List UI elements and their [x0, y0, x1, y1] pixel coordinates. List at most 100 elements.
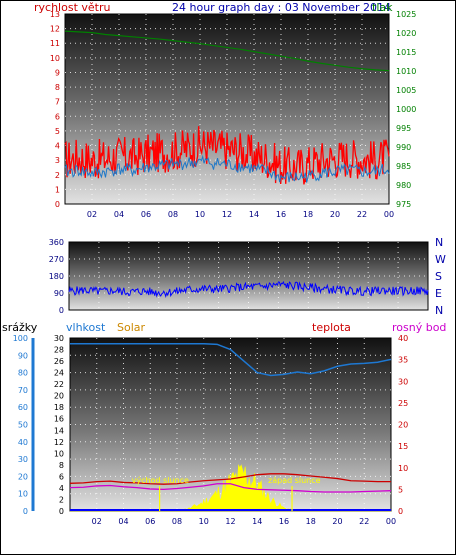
- pressure-tick-label: 990: [396, 143, 411, 152]
- temperature-tick-label: 20: [398, 421, 408, 430]
- x-tick-label: 20: [332, 517, 342, 526]
- temperature-tick-label: 35: [398, 356, 408, 365]
- humidity-tick-label: 28: [54, 346, 64, 355]
- temperature-axis-ticks: 0 5 10 15 20 25 30 35 40: [398, 334, 408, 516]
- rain-tick-label: 40: [18, 438, 28, 447]
- x-tick-label: 12: [222, 210, 232, 219]
- humidity-tick-label: 8: [59, 461, 64, 470]
- pressure-axis-ticks: 975 980 985 990 995 1000 1005 1010 1015 1020 1025: [396, 10, 416, 209]
- humidity-tick-label: 30: [54, 334, 64, 343]
- compass-tick-label: N: [435, 236, 443, 249]
- wind-speed-tick-label: 3: [55, 156, 60, 165]
- wind-direction-plot-area: [68, 241, 429, 311]
- x-tick-label: 08: [168, 210, 178, 219]
- wind-speed-tick-label: 11: [50, 39, 60, 48]
- humidity-line: [70, 343, 392, 377]
- x-tick-label: 00: [384, 210, 394, 219]
- rain-tick-label: 10: [18, 490, 28, 499]
- x-tick-label: 22: [357, 210, 367, 219]
- humidity-tick-label: 10: [54, 449, 64, 458]
- humidity-tick-label: 20: [54, 392, 64, 401]
- x-tick-label: 12: [225, 517, 235, 526]
- wind-speed-tick-label: 6: [55, 112, 60, 121]
- wind-speed-tick-label: 1: [55, 185, 60, 194]
- wind-speed-tick-label: 0: [55, 200, 60, 209]
- rain-humidity-series: [69, 343, 392, 512]
- sun-event-label: východ slunce: [132, 476, 189, 485]
- pressure-line: [64, 30, 390, 72]
- wind-speed-tick-label: 4: [55, 142, 60, 151]
- pressure-tick-label: 1025: [396, 10, 416, 19]
- pressure-tick-label: 1020: [396, 29, 416, 38]
- sun-annotations: východ slunce západ slunce: [132, 476, 321, 511]
- x-tick-label: 02: [92, 517, 102, 526]
- rain-tick-label: 100: [13, 334, 28, 343]
- humidity-tick-label: 14: [54, 426, 64, 435]
- pressure-tick-label: 1005: [396, 86, 416, 95]
- wind-speed-tick-label: 13: [50, 10, 60, 19]
- chart-title: 24 hour graph day : 03 November 2014: [172, 1, 391, 14]
- x-tick-label: 04: [118, 517, 128, 526]
- direction-degree-tick: 0: [59, 306, 64, 315]
- compass-tick-label: W: [435, 253, 446, 266]
- x-tick-label: 04: [114, 210, 124, 219]
- direction-degree-tick: 270: [49, 255, 64, 264]
- humidity-tick-label: 12: [54, 438, 64, 447]
- dew-point-line: [69, 483, 392, 493]
- temperature-line: [69, 473, 391, 485]
- direction-degree-tick: 90: [54, 289, 64, 298]
- solar-label: Solar: [117, 321, 146, 334]
- pressure-tick-label: 1010: [396, 67, 416, 76]
- rain-axis-ticks: 0 10 20 30 40 50 60 70 80 90 100: [13, 334, 35, 516]
- humidity-tick-label: 18: [54, 403, 64, 412]
- pressure-tick-label: 985: [396, 162, 411, 171]
- wind-pressure-panel: rychlost větru 24 hour graph day : 03 No…: [34, 1, 416, 219]
- humidity-tick-label: 26: [54, 357, 64, 366]
- pressure-axis-title: tlak: [372, 1, 393, 14]
- wind-direction-degree-ticks: 0 90 180 270 360: [49, 238, 64, 315]
- sun-event-label: západ slunce: [268, 476, 321, 485]
- dew-point-label: rosný bod: [392, 321, 446, 334]
- pressure-tick-label: 975: [396, 200, 411, 209]
- rain-humidity-temp-panel: srážky vlhkost Solar teplota rosný bod 0…: [2, 321, 446, 526]
- humidity-tick-label: 22: [54, 380, 64, 389]
- humidity-tick-label: 16: [54, 415, 64, 424]
- x-tick-label: 22: [359, 517, 369, 526]
- pressure-tick-label: 995: [396, 124, 411, 133]
- temperature-tick-label: 10: [398, 464, 408, 473]
- x-tick-label: 16: [279, 517, 289, 526]
- pressure-tick-label: 1015: [396, 48, 416, 57]
- x-tick-label: 14: [252, 517, 262, 526]
- temperature-tick-label: 40: [398, 334, 408, 343]
- humidity-tick-label: 6: [59, 472, 64, 481]
- rain-tick-label: 30: [18, 455, 28, 464]
- rain-tick-label: 50: [18, 421, 28, 430]
- wind-speed-tick-label: 9: [55, 68, 60, 77]
- humidity-tick-label: 4: [59, 484, 64, 493]
- wind-direction-line: [68, 280, 429, 298]
- temperature-tick-label: 5: [398, 485, 403, 494]
- x-tick-label: 16: [276, 210, 286, 219]
- x-tick-label: 10: [195, 210, 205, 219]
- wind-pressure-x-ticks: 02 04 06 08 10 12 14 16 18 20 22 00: [87, 210, 394, 219]
- x-tick-label: 18: [303, 210, 313, 219]
- compass-tick-label: E: [435, 287, 442, 300]
- x-tick-label: 00: [386, 517, 396, 526]
- x-tick-label: 02: [87, 210, 97, 219]
- wind-gust-line: [64, 126, 390, 185]
- wind-speed-tick-label: 12: [50, 25, 60, 34]
- direction-degree-tick: 180: [49, 272, 64, 281]
- wind-speed-tick-label: 10: [50, 54, 60, 63]
- wind-average-line: [64, 154, 390, 183]
- temperature-tick-label: 15: [398, 442, 408, 451]
- wind-speed-tick-label: 7: [55, 98, 60, 107]
- humidity-axis-title: vlhkost: [66, 321, 106, 334]
- wind-pressure-grid: [65, 14, 389, 204]
- wind-direction-series: [68, 280, 429, 298]
- x-tick-label: 06: [145, 517, 155, 526]
- direction-degree-tick: 360: [49, 238, 64, 247]
